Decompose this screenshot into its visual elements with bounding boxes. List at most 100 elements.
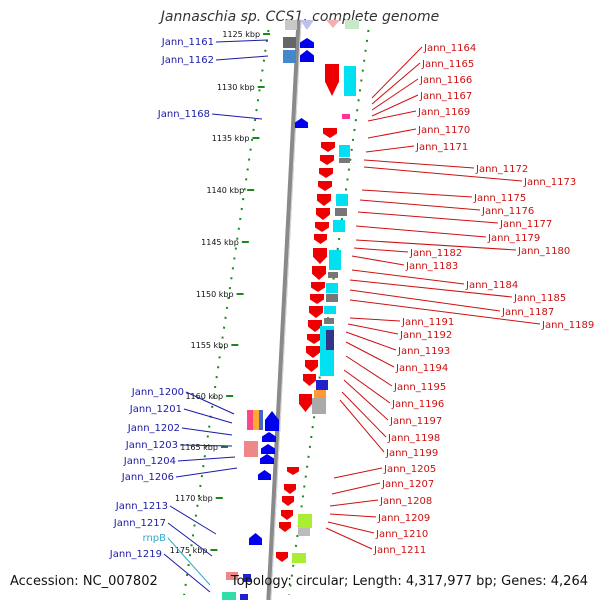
cog-box [344, 66, 356, 96]
gene-label[interactable]: Jann_1189 [541, 320, 594, 331]
gene-label[interactable]: Jann_1209 [377, 513, 430, 524]
gene-label[interactable]: Jann_1194 [395, 363, 448, 374]
gene-label[interactable]: Jann_1196 [391, 399, 444, 410]
gene-label[interactable]: Jann_1166 [419, 75, 472, 86]
reverse-gene [310, 294, 324, 304]
leader-line [371, 94, 419, 117]
leader-line [167, 537, 211, 586]
gene-label[interactable]: Jann_1199 [385, 448, 438, 459]
reverse-gene [312, 266, 326, 280]
leader-line [177, 456, 236, 462]
leader-line [167, 522, 213, 557]
gene-label[interactable]: Jann_1195 [393, 382, 446, 393]
leader-line [175, 467, 238, 478]
gene-label[interactable]: Jann_1187 [501, 307, 554, 318]
leader-line [361, 189, 473, 198]
gene-label[interactable]: Jann_1206 [121, 472, 174, 483]
leader-line [215, 39, 269, 43]
gene-label[interactable]: Jann_1177 [499, 219, 552, 230]
gene-label[interactable]: Jann_1182 [409, 248, 462, 259]
gene-label[interactable]: Jann_1172 [475, 164, 528, 175]
leader-line [349, 317, 401, 322]
cog-box [336, 194, 348, 206]
gene-label[interactable]: Jann_1165 [421, 59, 474, 70]
cog-box [244, 441, 258, 457]
gene-label[interactable]: Jann_1191 [401, 317, 454, 328]
cog-box [259, 410, 263, 430]
gene-label[interactable]: Jann_1183 [405, 261, 458, 272]
leader-line [351, 269, 465, 285]
gene-label[interactable]: Jann_1169 [417, 107, 470, 118]
reverse-gene [307, 334, 321, 344]
reverse-gene [326, 20, 340, 28]
reverse-gene [282, 496, 294, 506]
gene-label[interactable]: Jann_1193 [397, 346, 450, 357]
leader-line [363, 159, 475, 169]
reverse-gene [284, 484, 296, 494]
kbp-label: 1150 kbp [196, 290, 234, 299]
cog-box [247, 410, 253, 430]
gene-label[interactable]: Jann_1173 [523, 177, 576, 188]
genome-backbone [266, 19, 302, 600]
gene-label[interactable]: Jann_1171 [415, 142, 468, 153]
gene-label[interactable]: Jann_1170 [417, 125, 470, 136]
forward-gene [300, 38, 314, 48]
gene-label[interactable]: Jann_1168 [157, 109, 210, 120]
gene-label[interactable]: Jann_1219 [109, 549, 162, 560]
gene-label[interactable]: Jann_1192 [399, 330, 452, 341]
leader-line [351, 255, 405, 266]
gene-label[interactable]: Jann_1205 [383, 464, 436, 475]
leader-line [181, 427, 233, 436]
forward-gene [300, 50, 314, 62]
gene-label[interactable]: Jann_1162 [161, 55, 214, 66]
leader-line [367, 110, 417, 122]
gene-label[interactable]: Jann_1164 [423, 43, 476, 54]
cog-box [326, 283, 338, 293]
gene-label[interactable]: Jann_1161 [161, 37, 214, 48]
leader-line [355, 239, 517, 251]
cog-box [324, 306, 336, 314]
cog-box [283, 50, 296, 63]
leader-line [329, 499, 379, 507]
accession-text: Accession: NC_007802 [10, 574, 158, 589]
kbp-label: 1130 kbp [217, 83, 255, 92]
leader-line [363, 166, 523, 182]
leader-line [343, 369, 391, 404]
gene-label[interactable]: Jann_1207 [381, 479, 434, 490]
forward-gene [300, 20, 314, 30]
gene-label[interactable]: Jann_1185 [513, 293, 566, 304]
reverse-gene [309, 306, 323, 318]
kbp-label: 1135 kbp [212, 134, 250, 143]
gene-label[interactable]: Jann_1211 [373, 545, 426, 556]
cog-box [312, 398, 326, 414]
leader-line [163, 553, 211, 593]
kbp-label: 1125 kbp [222, 30, 260, 39]
gene-label[interactable]: Jann_1179 [487, 233, 540, 244]
leader-line [343, 379, 389, 421]
gene-label[interactable]: Jann_1202 [127, 423, 180, 434]
gene-label[interactable]: Jann_1208 [379, 496, 432, 507]
cog-box [326, 294, 338, 302]
rna-label[interactable]: rnpB [143, 533, 167, 544]
reverse-gene [311, 282, 325, 292]
gene-label[interactable]: Jann_1217 [113, 518, 166, 529]
gene-label[interactable]: Jann_1184 [465, 280, 518, 291]
kbp-label: 1170 kbp [175, 494, 213, 503]
gene-label[interactable]: Jann_1203 [125, 440, 178, 451]
gene-label[interactable]: Jann_1176 [481, 206, 534, 217]
reverse-gene [315, 222, 329, 232]
gene-label[interactable]: Jann_1201 [129, 404, 182, 415]
reverse-gene [276, 552, 288, 562]
gene-label[interactable]: Jann_1204 [123, 456, 176, 467]
gene-label[interactable]: Jann_1198 [387, 433, 440, 444]
gene-label[interactable]: Jann_1167 [419, 91, 472, 102]
gene-label[interactable]: Jann_1210 [375, 529, 428, 540]
genome-summary-text: Topology: circular; Length: 4,317,977 bp… [230, 574, 588, 589]
gene-label[interactable]: Jann_1180 [517, 246, 570, 257]
gene-label[interactable]: Jann_1200 [131, 387, 184, 398]
gene-label[interactable]: Jann_1213 [115, 501, 168, 512]
gene-label[interactable]: Jann_1197 [389, 416, 442, 427]
cog-box [298, 528, 310, 536]
gene-label[interactable]: Jann_1175 [473, 193, 526, 204]
leader-line [353, 247, 409, 253]
